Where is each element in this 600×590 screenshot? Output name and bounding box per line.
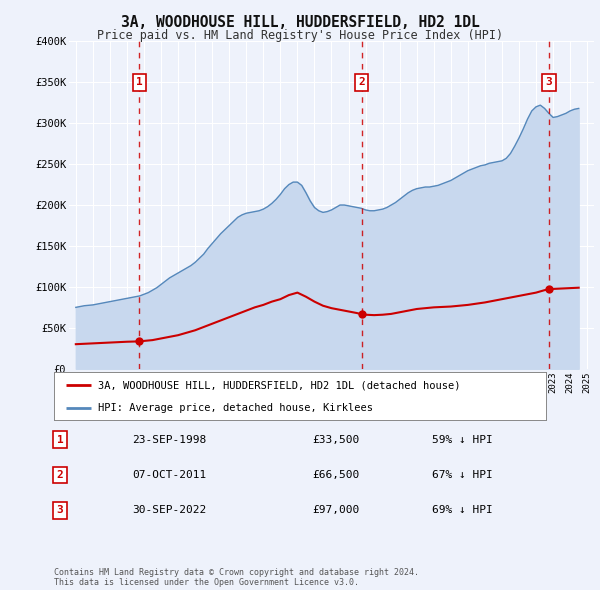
Text: 3A, WOODHOUSE HILL, HUDDERSFIELD, HD2 1DL (detached house): 3A, WOODHOUSE HILL, HUDDERSFIELD, HD2 1D…: [98, 380, 461, 390]
Text: £66,500: £66,500: [312, 470, 359, 480]
Text: 59% ↓ HPI: 59% ↓ HPI: [432, 435, 493, 444]
Text: 3: 3: [545, 77, 552, 87]
Text: Contains HM Land Registry data © Crown copyright and database right 2024.
This d: Contains HM Land Registry data © Crown c…: [54, 568, 419, 587]
Text: 3A, WOODHOUSE HILL, HUDDERSFIELD, HD2 1DL: 3A, WOODHOUSE HILL, HUDDERSFIELD, HD2 1D…: [121, 15, 479, 30]
Text: 1: 1: [136, 77, 143, 87]
Text: 23-SEP-1998: 23-SEP-1998: [132, 435, 206, 444]
Text: 2: 2: [358, 77, 365, 87]
Text: HPI: Average price, detached house, Kirklees: HPI: Average price, detached house, Kirk…: [98, 403, 373, 413]
Text: 67% ↓ HPI: 67% ↓ HPI: [432, 470, 493, 480]
Text: Price paid vs. HM Land Registry's House Price Index (HPI): Price paid vs. HM Land Registry's House …: [97, 30, 503, 42]
Text: 2: 2: [56, 470, 64, 480]
Text: 1: 1: [56, 435, 64, 444]
Text: 30-SEP-2022: 30-SEP-2022: [132, 506, 206, 515]
Text: 3: 3: [56, 506, 64, 515]
Text: 69% ↓ HPI: 69% ↓ HPI: [432, 506, 493, 515]
Text: £33,500: £33,500: [312, 435, 359, 444]
Text: £97,000: £97,000: [312, 506, 359, 515]
Text: 07-OCT-2011: 07-OCT-2011: [132, 470, 206, 480]
